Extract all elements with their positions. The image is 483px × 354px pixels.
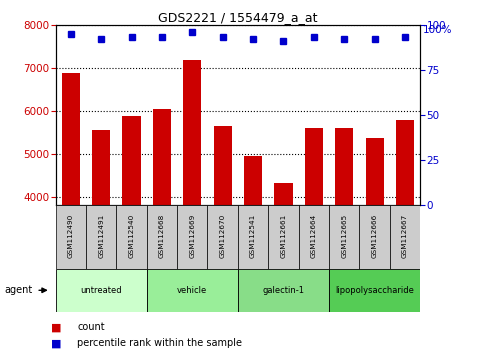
- Text: ■: ■: [51, 322, 61, 332]
- Bar: [62, 73, 80, 354]
- Bar: [183, 59, 201, 354]
- Text: agent: agent: [5, 285, 33, 295]
- Text: GSM112669: GSM112669: [189, 214, 195, 258]
- Text: percentile rank within the sample: percentile rank within the sample: [77, 338, 242, 348]
- FancyBboxPatch shape: [268, 205, 298, 269]
- FancyBboxPatch shape: [359, 205, 390, 269]
- Text: GSM112540: GSM112540: [128, 214, 135, 258]
- Bar: [92, 130, 110, 354]
- FancyBboxPatch shape: [329, 269, 420, 312]
- FancyBboxPatch shape: [56, 269, 147, 312]
- Text: GSM112541: GSM112541: [250, 214, 256, 258]
- Bar: [122, 116, 141, 354]
- Bar: [396, 120, 414, 354]
- Text: lipopolysaccharide: lipopolysaccharide: [335, 286, 414, 295]
- Text: GSM112661: GSM112661: [281, 214, 286, 258]
- FancyBboxPatch shape: [208, 205, 238, 269]
- FancyBboxPatch shape: [390, 205, 420, 269]
- Text: 100%: 100%: [423, 25, 452, 35]
- FancyBboxPatch shape: [147, 205, 177, 269]
- Bar: [335, 129, 354, 354]
- Bar: [244, 156, 262, 354]
- Text: ■: ■: [51, 338, 61, 348]
- Bar: [305, 127, 323, 354]
- Bar: [213, 126, 232, 354]
- FancyBboxPatch shape: [238, 205, 268, 269]
- Text: galectin-1: galectin-1: [262, 286, 304, 295]
- Text: vehicle: vehicle: [177, 286, 207, 295]
- FancyBboxPatch shape: [238, 269, 329, 312]
- Text: untreated: untreated: [80, 286, 122, 295]
- FancyBboxPatch shape: [298, 205, 329, 269]
- Text: count: count: [77, 322, 105, 332]
- Bar: [153, 109, 171, 354]
- Text: GSM112664: GSM112664: [311, 214, 317, 258]
- Text: GSM112491: GSM112491: [98, 214, 104, 258]
- Text: GSM112665: GSM112665: [341, 214, 347, 258]
- Text: GSM112670: GSM112670: [220, 214, 226, 258]
- Bar: [366, 138, 384, 354]
- Text: GSM112666: GSM112666: [371, 214, 378, 258]
- Bar: [274, 183, 293, 354]
- FancyBboxPatch shape: [116, 205, 147, 269]
- Text: GSM112490: GSM112490: [68, 214, 74, 258]
- FancyBboxPatch shape: [177, 205, 208, 269]
- FancyBboxPatch shape: [147, 269, 238, 312]
- FancyBboxPatch shape: [56, 205, 86, 269]
- Text: GSM112668: GSM112668: [159, 214, 165, 258]
- FancyBboxPatch shape: [86, 205, 116, 269]
- Title: GDS2221 / 1554479_a_at: GDS2221 / 1554479_a_at: [158, 11, 318, 24]
- FancyBboxPatch shape: [329, 205, 359, 269]
- Text: GSM112667: GSM112667: [402, 214, 408, 258]
